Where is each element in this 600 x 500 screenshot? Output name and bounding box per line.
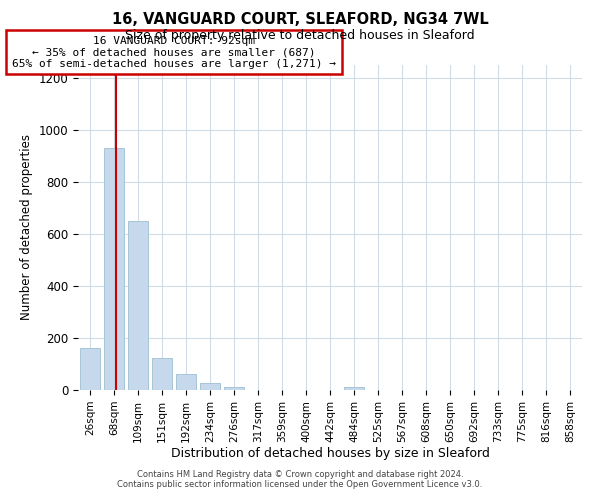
Bar — [80, 348, 100, 390]
Text: 16, VANGUARD COURT, SLEAFORD, NG34 7WL: 16, VANGUARD COURT, SLEAFORD, NG34 7WL — [112, 12, 488, 28]
Bar — [128, 221, 148, 390]
Bar — [344, 387, 364, 390]
Bar — [224, 388, 244, 390]
Text: Contains HM Land Registry data © Crown copyright and database right 2024.
Contai: Contains HM Land Registry data © Crown c… — [118, 470, 482, 489]
Bar — [152, 358, 172, 390]
Bar — [200, 382, 220, 390]
Y-axis label: Number of detached properties: Number of detached properties — [20, 134, 33, 320]
X-axis label: Distribution of detached houses by size in Sleaford: Distribution of detached houses by size … — [170, 448, 490, 460]
Text: Size of property relative to detached houses in Sleaford: Size of property relative to detached ho… — [125, 29, 475, 42]
Bar — [176, 374, 196, 390]
Text: 16 VANGUARD COURT: 92sqm
← 35% of detached houses are smaller (687)
65% of semi-: 16 VANGUARD COURT: 92sqm ← 35% of detach… — [12, 36, 336, 69]
Bar — [104, 148, 124, 390]
